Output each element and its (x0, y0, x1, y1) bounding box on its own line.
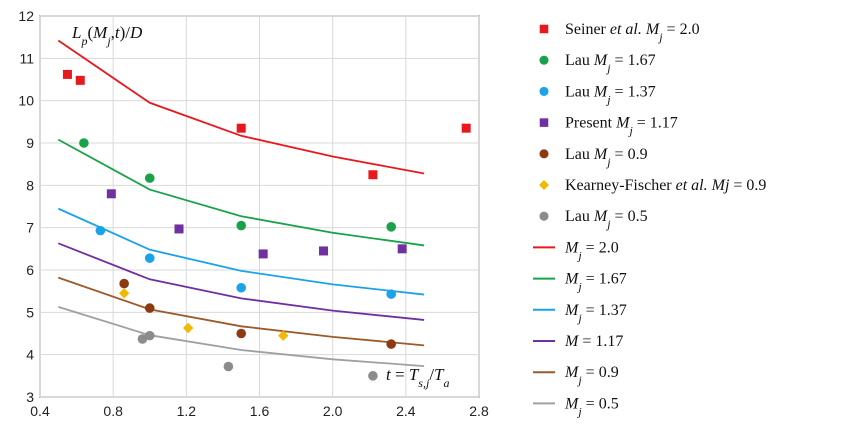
legend-item-present: Present Mj = 1.17 (539, 115, 678, 138)
legend-item-fit05: Mj = 0.5 (533, 395, 619, 418)
legend-item-lau05: Lau Mj = 0.5 (539, 208, 648, 231)
y-tick-label: 3 (26, 389, 34, 405)
data-point-present (258, 249, 268, 259)
legend-item-fit137: Mj = 1.37 (533, 302, 627, 325)
legend-marker-swatch (539, 211, 549, 221)
fit-lines (57, 39, 425, 367)
data-point-lau167 (144, 173, 155, 183)
legend-item-fit20: Mj = 2.0 (533, 239, 619, 262)
x-tick-label: 2.0 (323, 403, 343, 419)
x-tick-label: 2.4 (396, 403, 416, 419)
x-tick-label: 0.8 (103, 403, 123, 419)
legend-label: Mj = 1.67 (564, 271, 627, 294)
data-point-kearney (182, 322, 194, 334)
legend-marker-swatch (539, 118, 549, 127)
y-tick-label: 11 (19, 50, 34, 66)
data-point-kearney (118, 288, 130, 299)
x-tick-label: 1.6 (250, 403, 270, 419)
data-point-lau09 (386, 339, 397, 349)
data-point-lau167 (386, 222, 397, 232)
legend-label: Lau Mj = 0.5 (565, 208, 648, 231)
x-tick-label: 2.8 (469, 403, 489, 419)
data-point-present (174, 224, 184, 234)
y-tick-label: 9 (26, 135, 34, 151)
y-tick-label: 6 (26, 262, 34, 278)
data-point-present (106, 189, 116, 199)
data-point-lau09 (236, 328, 247, 339)
series-line-fit20 (57, 39, 425, 175)
data-point-kearney (278, 330, 289, 341)
data-point-seiner (461, 123, 471, 133)
data-point-lau167 (236, 220, 247, 231)
legend-item-kearney: Kearney-Fischer et al. Mj = 0.9 (539, 177, 766, 194)
legend-label: Mj = 2.0 (564, 239, 619, 262)
legend-label: Lau Mj = 1.37 (565, 83, 656, 106)
legend-label: Mj = 1.37 (564, 302, 627, 325)
axis-annotations: Lp(Mj,t)/D t = Ts,j/Ta (71, 23, 450, 390)
legend-item-fit09: Mj = 0.9 (533, 364, 619, 387)
data-point-lau137 (144, 253, 155, 263)
legend-item-lau09: Lau Mj = 0.9 (539, 146, 648, 169)
legend: Seiner et al. Mj = 2.0 Lau Mj = 1.67 Lau M… (533, 21, 766, 418)
legend-item-fit167: Mj = 1.67 (533, 271, 627, 294)
legend-label: Lau Mj = 0.9 (565, 146, 648, 169)
legend-item-fit117: M = 1.17 (533, 333, 623, 350)
legend-label: Mj = 0.9 (564, 364, 619, 387)
x-tick-label: 0.4 (30, 403, 50, 419)
data-point-lau137 (95, 225, 106, 236)
data-point-lau09 (119, 278, 129, 289)
y-tick-label: 5 (26, 304, 34, 320)
data-point-seiner (62, 69, 72, 79)
legend-item-lau167: Lau Mj = 1.67 (539, 52, 656, 75)
legend-label: M = 1.17 (564, 333, 623, 350)
data-point-present (397, 244, 407, 254)
legend-item-lau137: Lau Mj = 1.37 (539, 83, 656, 106)
legend-marker-swatch (539, 86, 549, 96)
x-axis-annotation: t = Ts,j/Ta (386, 365, 450, 390)
series-line-fit167 (57, 138, 425, 247)
y-tick-label: 4 (26, 347, 34, 363)
legend-marker-swatch (539, 180, 549, 190)
data-point-seiner (75, 75, 85, 85)
y-tick-label: 8 (26, 177, 34, 193)
data-point-lau05 (144, 330, 155, 341)
y-tick-label: 10 (18, 93, 34, 109)
axis-ticks: 3 4 5 6 7 8 9 10 11 12 0.4 0.8 1.2 1.6 2.0 2.4 2.8 (18, 8, 489, 419)
legend-marker-swatch (539, 149, 549, 159)
series-line-fit09 (57, 276, 425, 347)
data-point-seiner (236, 123, 246, 133)
data-points (62, 69, 471, 381)
data-point-lau167 (79, 138, 89, 148)
data-point-lau09 (144, 303, 155, 313)
data-point-lau137 (386, 289, 397, 299)
legend-marker-swatch (539, 24, 549, 34)
data-point-lau137 (236, 282, 247, 293)
legend-label: Kearney-Fischer et al. Mj = 0.9 (565, 177, 766, 194)
data-point-lau05 (223, 361, 234, 372)
series-line-fit05 (58, 305, 425, 367)
series-line-fit137 (57, 207, 425, 296)
data-point-lau05 (368, 371, 378, 381)
data-point-seiner (368, 170, 378, 180)
legend-label: Seiner et al. Mj = 2.0 (565, 21, 700, 44)
legend-label: Lau Mj = 1.67 (565, 52, 656, 75)
x-tick-label: 1.2 (177, 403, 197, 419)
series-line-fit117 (57, 242, 425, 321)
legend-label: Mj = 0.5 (564, 395, 619, 418)
legend-marker-swatch (539, 55, 549, 65)
legend-label: Present Mj = 1.17 (565, 115, 678, 138)
data-point-lau05 (137, 334, 148, 344)
y-axis-annotation: Lp(Mj,t)/D (71, 23, 143, 48)
data-point-present (319, 246, 329, 256)
legend-item-seiner: Seiner et al. Mj = 2.0 (539, 21, 700, 44)
y-tick-label: 12 (18, 8, 34, 24)
grid-lines (39, 15, 480, 398)
y-tick-label: 7 (26, 220, 34, 236)
